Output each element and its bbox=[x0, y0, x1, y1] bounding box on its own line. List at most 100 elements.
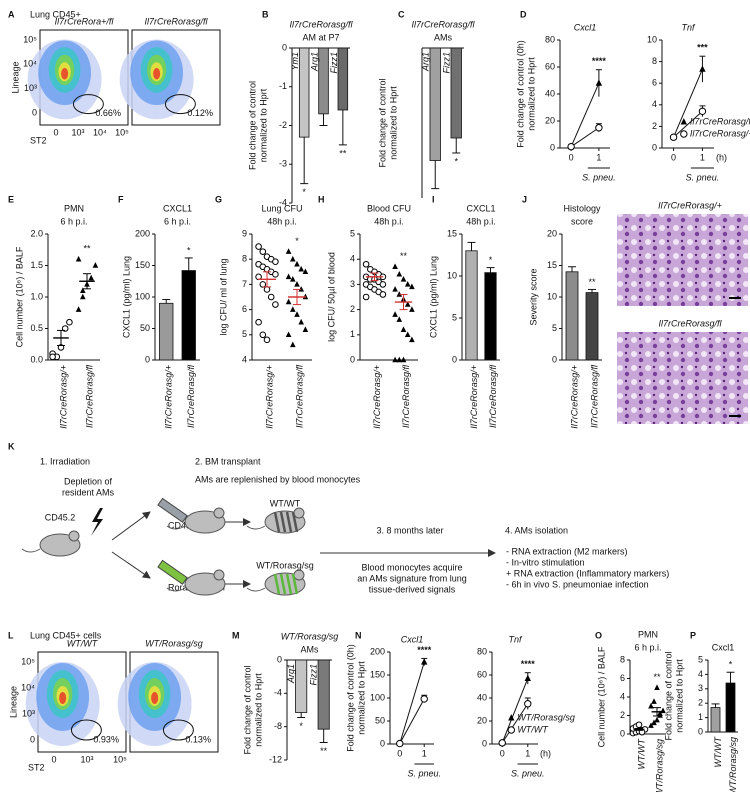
data-point bbox=[392, 263, 398, 269]
bar bbox=[585, 292, 599, 361]
mouse-ear bbox=[293, 569, 305, 581]
y-tick-label: 0 bbox=[698, 726, 703, 736]
y-tick-label: 5 bbox=[552, 323, 557, 333]
y-tick-label: 0 bbox=[550, 142, 555, 152]
flow-ytick: 0 bbox=[32, 107, 37, 117]
y-axis-label: normalized to Hprt bbox=[253, 673, 263, 747]
legend-marker bbox=[680, 130, 688, 138]
data-point bbox=[75, 255, 82, 262]
mouse-stripe bbox=[279, 573, 287, 595]
histology-label: Il7rCreRorasg/fl bbox=[658, 318, 722, 328]
mouse-ear bbox=[68, 530, 80, 542]
x-tick-label: 1 bbox=[700, 152, 705, 162]
significance: * bbox=[302, 187, 306, 197]
y-tick-label: 6 bbox=[242, 304, 247, 314]
y-axis-label: Fold change of control bbox=[663, 651, 673, 740]
bar bbox=[429, 47, 441, 161]
mouse-stripe bbox=[273, 511, 281, 533]
y-axis-label: normalized to Hprt bbox=[356, 661, 366, 735]
y-tick-label: 10 bbox=[647, 34, 657, 44]
chart-title: Tnf bbox=[508, 634, 523, 644]
step-title: 4. AMs isolation bbox=[505, 525, 568, 535]
data-point bbox=[409, 336, 415, 343]
data-point bbox=[302, 268, 309, 275]
y-axis-label: Fold change of control (0h) bbox=[345, 644, 355, 752]
bar bbox=[450, 47, 462, 139]
data-point bbox=[272, 271, 279, 278]
chart-title: Cxcl1 bbox=[574, 22, 597, 32]
panel-letter: D bbox=[520, 9, 527, 19]
series-line bbox=[501, 703, 529, 744]
data-point bbox=[396, 270, 403, 277]
data-point bbox=[302, 326, 309, 332]
y-axis-label: normalized to Hprt bbox=[258, 88, 268, 162]
flow-xlabel: ST2 bbox=[28, 762, 45, 772]
mouse-stripe bbox=[291, 511, 299, 533]
data-point bbox=[400, 356, 407, 363]
category-label: Ym1 bbox=[290, 52, 300, 71]
flow-title: Lung CD45+ bbox=[30, 9, 81, 19]
panel-letter: C bbox=[398, 9, 405, 19]
y-tick-label: 4 bbox=[620, 691, 625, 701]
significance: * bbox=[187, 245, 191, 255]
y-tick-label: 10 bbox=[447, 270, 457, 280]
data-point bbox=[392, 356, 398, 363]
panel-letter: B bbox=[262, 9, 269, 19]
significance: **** bbox=[592, 56, 607, 66]
data-point bbox=[298, 265, 304, 272]
y-tick-label: 40 bbox=[477, 692, 487, 702]
step-title: 3. 8 months later bbox=[376, 525, 443, 535]
x-axis-label: S. pneu. bbox=[407, 768, 441, 778]
chart-title: Cxcl1 bbox=[401, 634, 424, 644]
data-point bbox=[699, 65, 706, 72]
readout: + RNA extraction (Inflammatory markers) bbox=[506, 568, 669, 578]
panel-letter: P bbox=[690, 630, 696, 640]
flow-xtick: 10⁴ bbox=[93, 127, 107, 137]
data-point bbox=[272, 301, 279, 308]
y-axis-label: Cell number (10⁶) / BALF bbox=[14, 246, 24, 347]
flow-xtick: 0 bbox=[51, 754, 56, 764]
flow-ytick: 10⁵ bbox=[23, 34, 37, 44]
flow-xlabel: ST2 bbox=[30, 135, 47, 145]
flow-xtick: 10³ bbox=[80, 754, 93, 764]
y-tick-label: 0 bbox=[282, 42, 287, 52]
flow-gate bbox=[162, 719, 194, 741]
panel-letter: H bbox=[318, 194, 325, 204]
legend-label: Il7rCreRorasg/+ bbox=[690, 128, 750, 138]
panel-letter: I bbox=[432, 194, 435, 204]
category-label: Il7rCreRorasg/fl bbox=[84, 364, 94, 428]
bar bbox=[317, 659, 330, 730]
y-axis-label: CXCL1 (pg/ml) Lung bbox=[428, 256, 438, 338]
x-tick-label: 0 bbox=[671, 152, 676, 162]
recipient-label: WT/Rorasg/sg bbox=[256, 560, 314, 570]
y-tick-label: 1 bbox=[698, 712, 703, 722]
data-point bbox=[409, 306, 415, 312]
y-tick-label: 5 bbox=[242, 329, 247, 339]
data-point bbox=[635, 721, 643, 729]
y-tick-label: 9 bbox=[242, 228, 247, 238]
flow-ytick: 10³ bbox=[22, 708, 35, 718]
data-point bbox=[294, 260, 300, 267]
y-tick-label: 0 bbox=[652, 142, 657, 152]
data-point bbox=[595, 124, 603, 132]
chart-title: 6 h p.i. bbox=[164, 216, 191, 226]
y-tick-label: 5 bbox=[698, 654, 703, 664]
y-tick-label: -4 bbox=[274, 688, 282, 698]
data-point bbox=[396, 356, 403, 363]
data-point bbox=[379, 291, 387, 298]
y-tick-label: 4 bbox=[242, 354, 247, 364]
flow-density bbox=[61, 68, 69, 80]
category-label: Il7rCreRorasg/+ bbox=[264, 365, 274, 429]
chart-title: CXCL1 bbox=[466, 203, 495, 213]
data-point bbox=[648, 722, 654, 728]
bar bbox=[465, 250, 478, 361]
category-label: Arg1 bbox=[421, 52, 431, 72]
flow-xtick: 10⁵ bbox=[115, 127, 129, 137]
significance: * bbox=[454, 156, 458, 166]
irradiation-bolt bbox=[91, 508, 103, 536]
mouse-tail bbox=[246, 587, 266, 592]
data-point bbox=[259, 248, 267, 255]
data-point bbox=[263, 286, 271, 293]
y-tick-label: 8 bbox=[242, 254, 247, 264]
y-tick-label: 2.0 bbox=[30, 228, 43, 238]
